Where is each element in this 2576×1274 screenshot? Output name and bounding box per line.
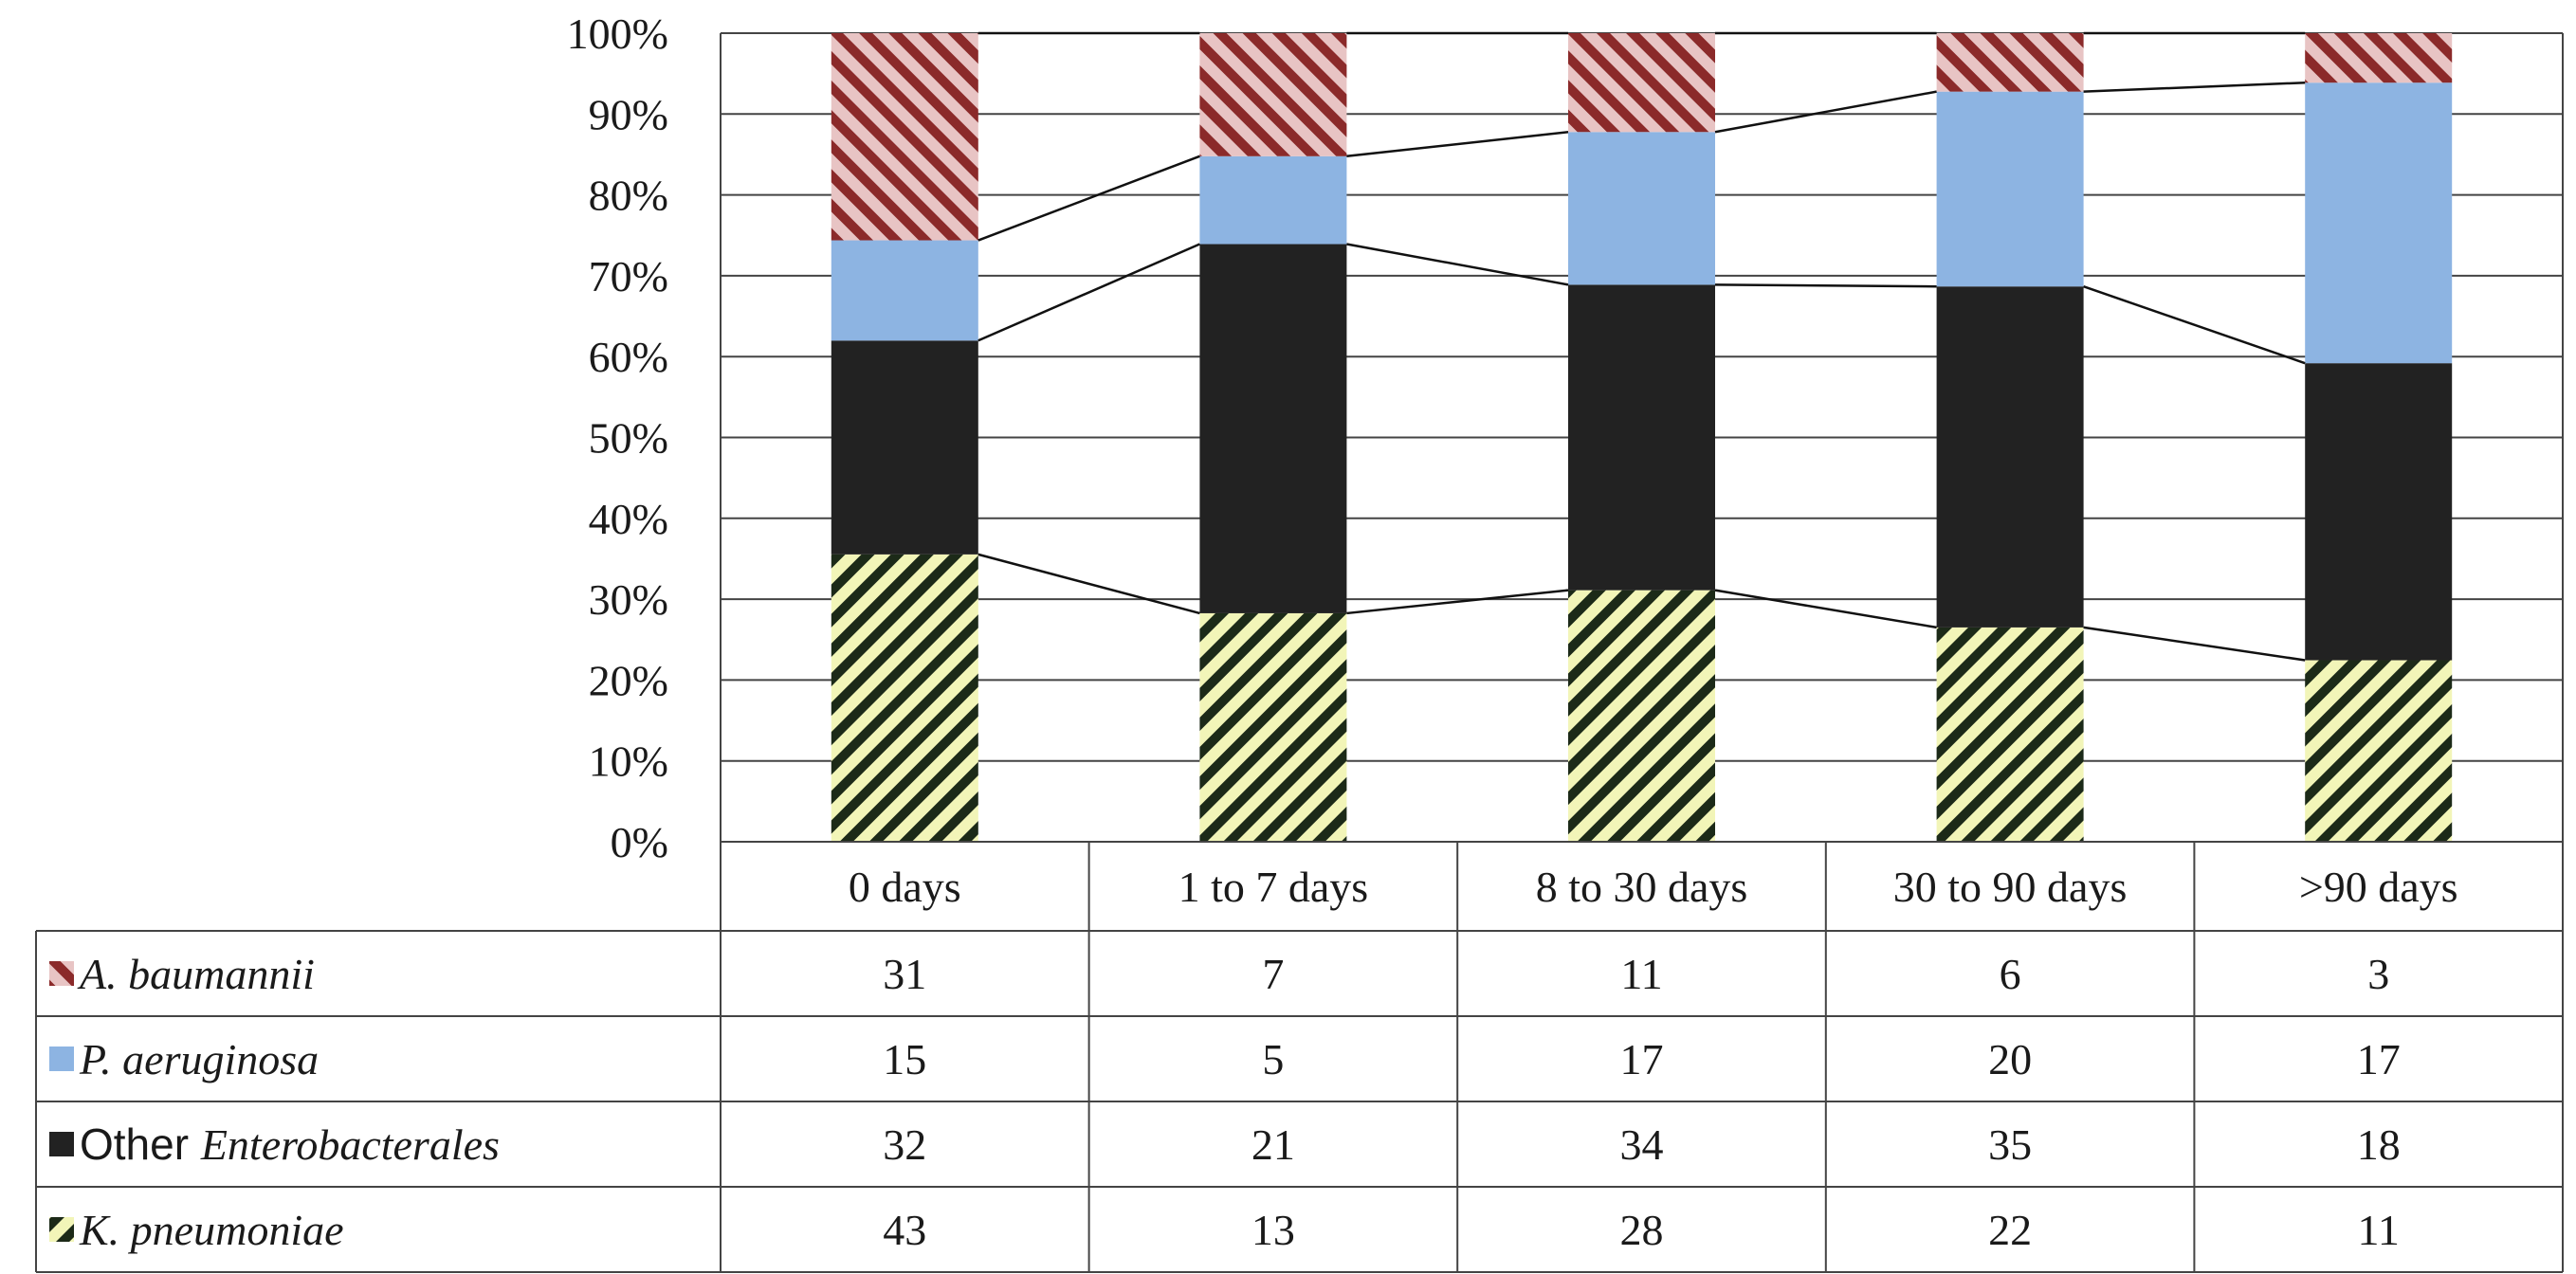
table-cell-pae: 17 <box>1620 1035 1664 1083</box>
bar-segment-ent <box>1199 244 1347 613</box>
bar-segment-pae <box>1568 132 1715 285</box>
bar-segment-pae <box>2305 82 2453 364</box>
bar-segment-pae <box>1936 91 2084 287</box>
series-line-kpn <box>1346 589 1569 615</box>
bar-segment-ent <box>2305 363 2453 661</box>
y-tick-label: 60% <box>589 333 668 381</box>
legend-label-aba: A. baumannii <box>77 950 315 998</box>
x-category-label: 1 to 7 days <box>1178 863 1369 911</box>
table-cell-pae: 5 <box>1262 1035 1284 1083</box>
bars <box>831 33 2453 842</box>
series-line-pae <box>2083 81 2306 93</box>
bar-segment-kpn <box>1199 612 1347 842</box>
legend-label-pae: P. aeruginosa <box>79 1035 319 1083</box>
legend-swatch-kpn <box>49 1217 74 1242</box>
bar-segment-aba <box>1568 33 1715 133</box>
series-line-pae <box>1346 131 1569 158</box>
bar-segment-pae <box>1199 155 1347 245</box>
bar-segment-aba <box>831 33 978 241</box>
y-tick-label: 90% <box>589 90 668 138</box>
table-cell-ent: 32 <box>883 1120 926 1169</box>
y-tick-label: 50% <box>589 414 668 463</box>
x-category-label: >90 days <box>2299 863 2458 911</box>
x-category-label: 0 days <box>849 863 961 911</box>
bar-segment-kpn <box>2305 660 2453 842</box>
bar-segment-ent <box>1936 286 2084 628</box>
bar-segment-aba <box>1199 33 1347 156</box>
legend-swatch-aba <box>49 961 74 986</box>
y-tick-label: 10% <box>589 737 668 786</box>
series-line-kpn <box>2083 626 2306 662</box>
legend-label-kpn: K. pneumoniae <box>79 1206 344 1254</box>
table-cell-aba: 11 <box>1620 950 1662 998</box>
series-line-ent <box>1346 243 1569 286</box>
bar-segment-aba <box>2305 33 2453 83</box>
y-axis: 0% 10% 20% 30% 40% 50% 60% 70% 80% 90% 100% <box>567 9 2564 866</box>
y-tick-label: 0% <box>611 818 668 866</box>
x-category-label: 8 to 30 days <box>1536 863 1748 911</box>
table-cell-ent: 35 <box>1988 1120 2032 1169</box>
table-cell-kpn: 43 <box>883 1206 926 1254</box>
table-cell-aba: 3 <box>2367 950 2389 998</box>
data-table: 0 days 1 to 7 days 8 to 30 days 30 to 90 da… <box>35 841 2564 1273</box>
table-cell-kpn: 22 <box>1988 1206 2032 1254</box>
table-cell-ent: 21 <box>1251 1120 1295 1169</box>
table-cell-kpn: 13 <box>1251 1206 1295 1254</box>
table-cell-pae: 15 <box>883 1035 926 1083</box>
table-cell-ent: 34 <box>1620 1120 1664 1169</box>
legend-swatch-pae <box>49 1046 74 1071</box>
bar-segment-kpn <box>831 554 978 842</box>
y-tick-label: 70% <box>589 252 668 300</box>
bar-segment-pae <box>831 240 978 341</box>
table-cell-pae: 17 <box>2357 1035 2401 1083</box>
y-tick-label: 30% <box>589 575 668 624</box>
series-line-ent <box>1714 283 1937 288</box>
series-line-ent <box>977 243 1200 342</box>
legend-swatch-ent <box>49 1132 74 1156</box>
bar-segment-ent <box>1568 284 1715 591</box>
bar-segment-ent <box>831 340 978 555</box>
series-line-ent <box>2083 285 2306 365</box>
table-cell-kpn: 28 <box>1620 1206 1664 1254</box>
y-tick-label: 20% <box>589 656 668 704</box>
y-tick-label: 100% <box>567 9 668 58</box>
series-line-kpn <box>1714 589 1937 629</box>
series-line-pae <box>977 155 1200 242</box>
table-cell-ent: 18 <box>2357 1120 2401 1169</box>
bar-segment-kpn <box>1568 590 1715 842</box>
series-line-kpn <box>977 553 1200 615</box>
series-connector-lines <box>977 31 2306 662</box>
table-cell-kpn: 11 <box>2358 1206 2400 1254</box>
bar-segment-kpn <box>1936 627 2084 842</box>
y-tick-label: 40% <box>589 495 668 543</box>
table-cell-aba: 6 <box>2000 950 2021 998</box>
table-cell-pae: 20 <box>1988 1035 2032 1083</box>
table-cell-aba: 7 <box>1262 950 1284 998</box>
legend-label-ent: Other Enterobacterales <box>80 1119 500 1169</box>
x-category-label: 30 to 90 days <box>1893 863 2128 911</box>
table-cell-aba: 31 <box>883 950 926 998</box>
series-line-pae <box>1714 90 1937 134</box>
y-tick-label: 80% <box>589 172 668 220</box>
bar-segment-aba <box>1936 33 2084 92</box>
